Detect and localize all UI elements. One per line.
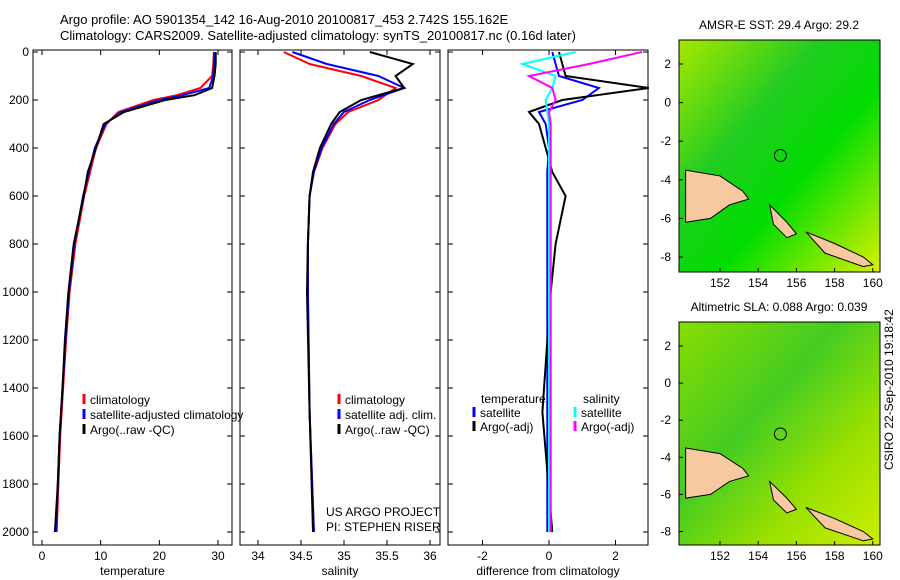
series-line-salinity-argo-adj-: [526, 51, 643, 532]
land-solomon-islands: [805, 231, 874, 268]
x-tick-label: 36: [423, 549, 437, 563]
x-tick-label: 154: [748, 276, 768, 290]
land-bougainville: [768, 479, 798, 514]
axes-frame-2: [239, 49, 441, 546]
y-tick-label: 600: [9, 189, 29, 203]
legend-label: satellite adj. clim.: [345, 408, 436, 422]
x-tick-label: -2: [477, 549, 488, 563]
y-tick-label: 1600: [2, 429, 29, 443]
legend-label: satellite: [480, 406, 521, 420]
land-bougainville: [768, 203, 798, 239]
y-tick-label: -4: [660, 450, 671, 464]
x-tick-label: 35.5: [375, 549, 399, 563]
y-tick-label: 0: [664, 96, 671, 110]
series-line-climatology: [283, 51, 398, 533]
x-tick-label: 34.5: [289, 549, 313, 563]
legend-label: Argo(-adj): [480, 420, 533, 434]
x-tick-label: 35: [337, 549, 351, 563]
legend-title: temperature: [481, 392, 546, 406]
legend-label: Argo(..raw -QC): [90, 423, 175, 437]
x-tick-label: 10: [94, 549, 108, 563]
axes-frame-3: [447, 49, 649, 546]
y-tick-label: -2: [660, 134, 671, 148]
series-line-satellite-adj-clim-: [292, 51, 407, 533]
x-tick-label: 34: [251, 549, 265, 563]
y-tick-label: 200: [9, 93, 29, 107]
land-solomon-islands: [805, 506, 874, 542]
title-line-2: Climatology: CARS2009. Satellite-adjuste…: [60, 28, 576, 43]
legend-label: climatology: [90, 393, 150, 407]
x-tick-label: 30: [211, 549, 225, 563]
map-title: Altimetric SLA: 0.088 Argo: 0.039: [691, 300, 868, 314]
series-line-argo-raw-qc-: [305, 51, 416, 533]
y-tick-label: 0: [664, 376, 671, 390]
x-tick-label: 0: [39, 549, 46, 563]
legend-label: satellite: [581, 406, 622, 420]
x-tick-label: 20: [153, 549, 167, 563]
x-axis-label: temperature: [100, 564, 165, 578]
x-tick-label: 160: [863, 276, 883, 290]
y-tick-label: 1400: [2, 381, 29, 395]
x-tick-label: 154: [748, 549, 768, 563]
map-field: [678, 321, 881, 546]
y-tick-label: -6: [660, 487, 671, 501]
series-line-temperature-satellite: [537, 51, 602, 532]
y-tick-label: 800: [9, 237, 29, 251]
annotation-text: US ARGO PROJECT: [326, 505, 441, 519]
land-new-ireland: [685, 447, 750, 499]
legend-label: climatology: [345, 393, 405, 407]
x-tick-label: 156: [786, 549, 806, 563]
y-tick-label: 1200: [2, 333, 29, 347]
y-tick-label: 0: [22, 45, 29, 59]
series-line-salinity-satellite: [518, 51, 576, 532]
y-tick-label: 2: [664, 57, 671, 71]
argo-position-marker: [773, 427, 787, 441]
series-line-argo-raw-qc-: [53, 52, 217, 533]
x-tick-label: 2: [612, 549, 619, 563]
x-tick-label: 158: [825, 276, 845, 290]
y-tick-label: 1000: [2, 285, 29, 299]
x-tick-label: 156: [786, 276, 806, 290]
y-tick-label: 1800: [2, 477, 29, 491]
y-tick-label: -6: [660, 211, 671, 225]
legend-label: Argo(-adj): [581, 420, 634, 434]
argo-position-marker: [773, 149, 787, 163]
x-axis-label: salinity: [322, 564, 359, 578]
y-tick-label: -8: [660, 525, 671, 539]
series-line-climatology: [55, 51, 215, 533]
y-tick-label: -8: [660, 250, 671, 264]
y-tick-label: 400: [9, 141, 29, 155]
x-tick-label: 152: [710, 276, 730, 290]
x-tick-label: 160: [863, 549, 883, 563]
x-axis-label: difference from climatology: [476, 564, 619, 578]
legend-label: Argo(..raw -QC): [345, 423, 430, 437]
y-tick-label: -4: [660, 173, 671, 187]
land-new-ireland: [685, 169, 750, 223]
map-field: [678, 39, 881, 273]
axes-frame-1: [32, 49, 233, 546]
map-title: AMSR-E SST: 29.4 Argo: 29.2: [699, 18, 859, 32]
x-tick-label: 158: [825, 549, 845, 563]
annotation-text: PI: STEPHEN RISER: [326, 520, 441, 534]
y-tick-label: 2000: [2, 525, 29, 539]
x-tick-label: 0: [546, 549, 553, 563]
y-tick-label: 2: [664, 339, 671, 353]
title-line-1: Argo profile: AO 5901354_142 16-Aug-2010…: [60, 12, 509, 27]
legend-label: satellite-adjusted climatology: [90, 408, 243, 422]
x-tick-label: 152: [710, 549, 730, 563]
y-tick-label: -2: [660, 413, 671, 427]
legend-title: salinity: [583, 392, 620, 406]
series-line-satellite-adjusted-climatology: [55, 51, 216, 533]
